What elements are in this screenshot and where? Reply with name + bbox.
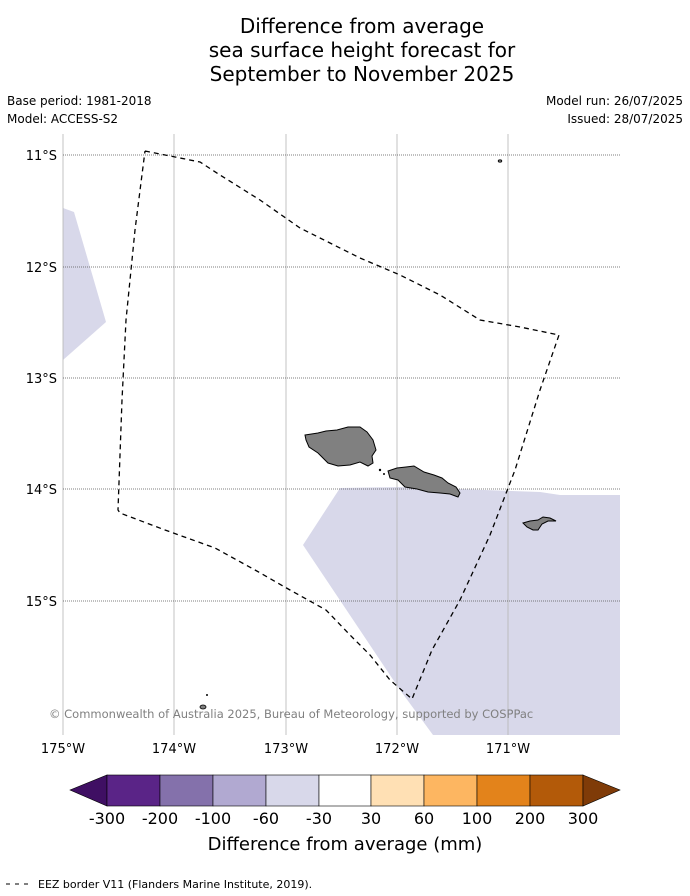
savaii-island (304, 426, 377, 467)
cb-label-m100: -100 (195, 809, 231, 828)
colorbar-bin-3 (212, 774, 267, 807)
lon-label-171: 171°W (486, 742, 530, 757)
colorbar-bin-7 (423, 774, 478, 807)
colorbar-bin-2 (159, 774, 214, 807)
longitude-labels: 175°W 174°W 173°W 172°W 171°W (41, 742, 530, 757)
colorbar-bin-1 (106, 774, 161, 807)
cb-label-m200: -200 (142, 809, 178, 828)
latitude-labels: 11°S 12°S 13°S 14°S 15°S (26, 149, 57, 610)
cb-label-100: 100 (462, 809, 493, 828)
upolu-island (387, 465, 461, 498)
colorbar-labels: -300 -200 -100 -60 -30 30 60 100 200 300 (89, 809, 598, 828)
lat-label-15: 15°S (26, 595, 57, 610)
lon-label-174: 174°W (152, 742, 196, 757)
colorbar-bin-9 (529, 774, 584, 807)
colorbar-extend-high (582, 774, 621, 807)
lat-label-11: 11°S (26, 149, 57, 164)
islet-south-small (206, 694, 208, 696)
tutuila-island (522, 516, 557, 531)
eez-legend-text: EEZ border V11 (Flanders Marine Institut… (38, 878, 312, 891)
model-name: Model: ACCESS-S2 (7, 112, 119, 126)
colorbar-bin-6 (370, 774, 425, 807)
title-line-1: Difference from average (239, 14, 485, 38)
manono-islet (378, 468, 382, 472)
cb-label-m300: -300 (89, 809, 125, 828)
colorbar-bin-8 (476, 774, 531, 807)
cb-label-m60: -60 (253, 809, 279, 828)
anomaly-region-west (63, 208, 106, 360)
cb-label-300: 300 (568, 809, 599, 828)
lat-label-13: 13°S (26, 372, 57, 387)
cb-label-m30: -30 (306, 809, 332, 828)
rose-islet-north (497, 159, 503, 163)
meridian-gridlines (62, 134, 509, 735)
colorbar-bin-5 (318, 774, 372, 807)
issued-date: Issued: 28/07/2025 (567, 112, 683, 126)
apolima-islet (383, 473, 385, 475)
colorbar-bin-4 (265, 774, 320, 807)
anomaly-region-southeast (303, 487, 620, 735)
colorbar-title: Difference from average (mm) (208, 834, 483, 855)
title-line-3: September to November 2025 (209, 62, 515, 86)
model-run: Model run: 26/07/2025 (545, 94, 683, 108)
base-period: Base period: 1981-2018 (7, 94, 152, 108)
map-area (62, 134, 620, 735)
lat-label-12: 12°S (26, 261, 57, 276)
cb-label-200: 200 (515, 809, 546, 828)
lon-label-172: 172°W (375, 742, 419, 757)
lon-label-173: 173°W (264, 742, 308, 757)
cb-label-60: 60 (414, 809, 434, 828)
parallel-gridlines (63, 154, 620, 602)
colorbar (69, 774, 621, 807)
map-title: Difference from average sea surface heig… (0, 14, 690, 86)
cb-label-30: 30 (361, 809, 381, 828)
title-line-2: sea surface height forecast for (208, 38, 516, 62)
swains-islet-south (199, 704, 207, 710)
colorbar-extend-low (69, 774, 108, 807)
attribution-text: © Commonwealth of Australia 2025, Bureau… (49, 707, 533, 721)
lat-label-14: 14°S (26, 483, 57, 498)
lon-label-175: 175°W (41, 742, 85, 757)
